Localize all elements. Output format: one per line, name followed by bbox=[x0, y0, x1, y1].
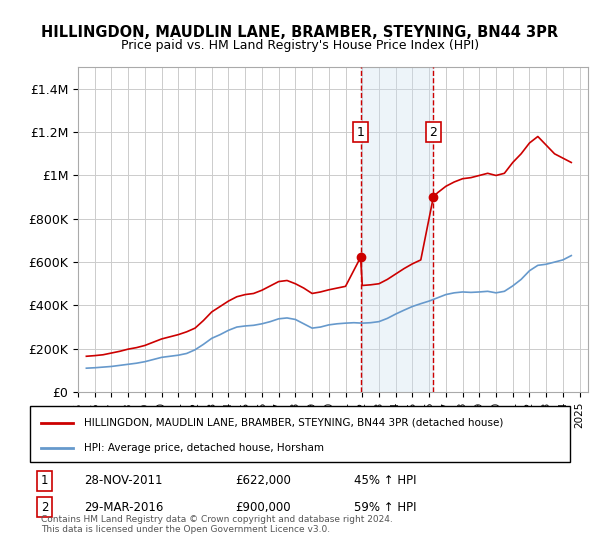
Text: 1: 1 bbox=[41, 474, 48, 487]
Text: £900,000: £900,000 bbox=[235, 501, 291, 514]
Text: HILLINGDON, MAUDLIN LANE, BRAMBER, STEYNING, BN44 3PR (detached house): HILLINGDON, MAUDLIN LANE, BRAMBER, STEYN… bbox=[84, 418, 503, 428]
Bar bbox=[361, 67, 433, 392]
Text: 28-NOV-2011: 28-NOV-2011 bbox=[84, 474, 163, 487]
Text: 29-MAR-2016: 29-MAR-2016 bbox=[84, 501, 163, 514]
Text: 2: 2 bbox=[41, 501, 48, 514]
Text: £622,000: £622,000 bbox=[235, 474, 291, 487]
FancyBboxPatch shape bbox=[30, 406, 570, 462]
Text: Price paid vs. HM Land Registry's House Price Index (HPI): Price paid vs. HM Land Registry's House … bbox=[121, 39, 479, 52]
Text: Contains HM Land Registry data © Crown copyright and database right 2024.
This d: Contains HM Land Registry data © Crown c… bbox=[41, 515, 392, 534]
Text: 1: 1 bbox=[356, 125, 365, 139]
Text: HPI: Average price, detached house, Horsham: HPI: Average price, detached house, Hors… bbox=[84, 443, 324, 453]
Text: 59% ↑ HPI: 59% ↑ HPI bbox=[354, 501, 416, 514]
Text: 45% ↑ HPI: 45% ↑ HPI bbox=[354, 474, 416, 487]
Text: 2: 2 bbox=[430, 125, 437, 139]
Text: HILLINGDON, MAUDLIN LANE, BRAMBER, STEYNING, BN44 3PR: HILLINGDON, MAUDLIN LANE, BRAMBER, STEYN… bbox=[41, 25, 559, 40]
